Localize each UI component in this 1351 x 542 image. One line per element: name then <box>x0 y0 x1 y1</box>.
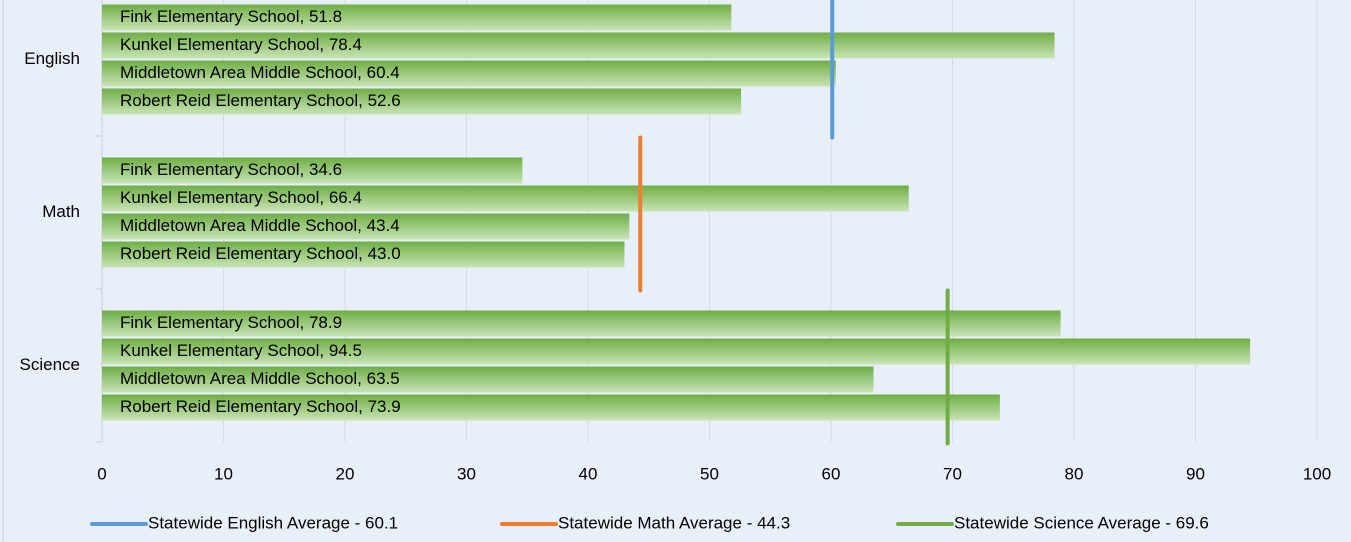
bar-label: Middletown Area Middle School, 43.4 <box>120 216 400 235</box>
bar <box>102 338 1251 365</box>
bar <box>102 241 625 268</box>
bar-label: Fink Elementary School, 78.9 <box>120 313 342 332</box>
x-tick-label: 0 <box>97 464 106 483</box>
y-tick-label: English <box>24 49 80 68</box>
x-tick-label: 100 <box>1303 464 1331 483</box>
bar <box>102 4 732 31</box>
bar <box>102 213 630 240</box>
bar-label: Kunkel Elementary School, 78.4 <box>120 35 362 54</box>
x-tick-label: 10 <box>214 464 233 483</box>
bar-label: Fink Elementary School, 34.6 <box>120 160 342 179</box>
bar <box>102 366 874 393</box>
x-tick-label: 60 <box>822 464 841 483</box>
x-tick-label: 90 <box>1186 464 1205 483</box>
bar-label: Robert Reid Elementary School, 43.0 <box>120 244 401 263</box>
x-tick-label: 40 <box>579 464 598 483</box>
y-tick-label: Science <box>20 355 80 374</box>
x-tick-label: 50 <box>700 464 719 483</box>
bar <box>102 32 1055 59</box>
bar <box>102 394 1000 421</box>
x-tick-label: 70 <box>943 464 962 483</box>
bar <box>102 60 836 87</box>
bar-label: Robert Reid Elementary School, 52.6 <box>120 91 401 110</box>
bar-label: Middletown Area Middle School, 60.4 <box>120 63 400 82</box>
bar-label: Kunkel Elementary School, 94.5 <box>120 341 362 360</box>
bar-label: Robert Reid Elementary School, 73.9 <box>120 397 401 416</box>
bar-label: Middletown Area Middle School, 63.5 <box>120 369 400 388</box>
bar-label: Fink Elementary School, 51.8 <box>120 7 342 26</box>
x-tick-label: 80 <box>1065 464 1084 483</box>
legend-label: Statewide English Average - 60.1 <box>148 513 398 532</box>
bar-label: Kunkel Elementary School, 66.4 <box>120 188 362 207</box>
y-tick-label: Math <box>42 202 80 221</box>
bar <box>102 185 909 212</box>
bar <box>102 157 523 184</box>
legend-label: Statewide Science Average - 69.6 <box>954 513 1209 532</box>
x-tick-label: 20 <box>336 464 355 483</box>
bar <box>102 310 1061 337</box>
legend-label: Statewide Math Average - 44.3 <box>558 513 790 532</box>
bar <box>102 88 742 115</box>
x-tick-label: 30 <box>457 464 476 483</box>
